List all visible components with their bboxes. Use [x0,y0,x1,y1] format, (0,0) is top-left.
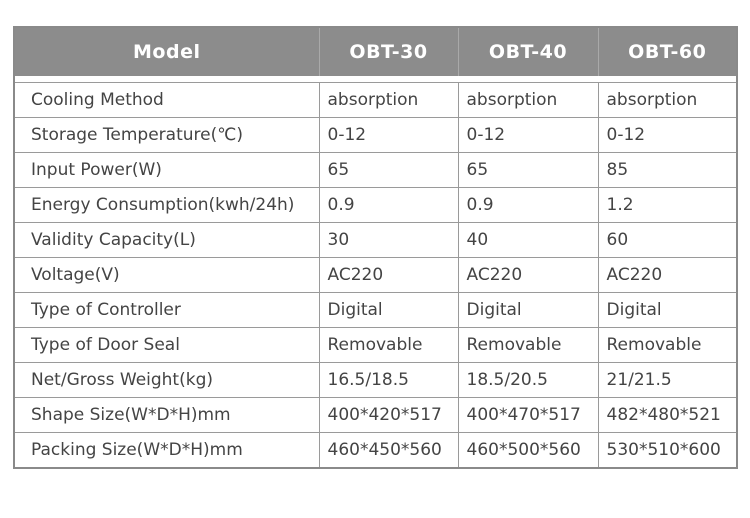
table-row: Type of Door Seal Removable Removable Remov… [13,327,738,363]
value-cell: 530*510*600 [597,432,738,469]
value-cell: AC220 [457,257,599,293]
value-cell: 60 [597,222,738,258]
header-cell-obt-40: OBT-40 [457,27,598,76]
value-cell: 482*480*521 [597,397,738,433]
spec-table: Model OBT-30 OBT-40 OBT-60 Cooling Metho… [13,26,738,469]
value-cell: AC220 [318,257,459,293]
table-row: Cooling Method absorption absorption absorp… [13,82,738,118]
row-label-cell: Voltage(V) [13,257,320,293]
value-cell: 18.5/20.5 [457,362,599,398]
value-cell: AC220 [597,257,738,293]
row-label-cell: Type of Controller [13,292,320,328]
value-cell: 0.9 [457,187,599,223]
header-spacer [14,76,737,83]
value-cell: absorption [457,82,599,118]
value-cell: 0-12 [597,117,738,153]
table-row: Type of Controller Digital Digital Digital [13,292,738,328]
value-cell: absorption [597,82,738,118]
value-cell: 65 [318,152,459,188]
value-cell: 0-12 [457,117,599,153]
value-cell: 400*470*517 [457,397,599,433]
value-cell: 16.5/18.5 [318,362,459,398]
value-cell: Digital [457,292,599,328]
table-row: Net/Gross Weight(kg) 16.5/18.5 18.5/20.5 21… [13,362,738,398]
value-cell: Digital [597,292,738,328]
table-row: Input Power(W) 65 65 85 [13,152,738,188]
row-label-cell: Shape Size(W*D*H)mm [13,397,320,433]
value-cell: 460*500*560 [457,432,599,469]
value-cell: 460*450*560 [318,432,459,469]
table-row: Energy Consumption(kwh/24h) 0.9 0.9 1.2 [13,187,738,223]
table-row: Shape Size(W*D*H)mm 400*420*517 400*470*51… [13,397,738,433]
row-label-cell: Input Power(W) [13,152,320,188]
value-cell: 0-12 [318,117,459,153]
table-row: Storage Temperature(℃) 0-12 0-12 0-12 [13,117,738,153]
row-label-cell: Net/Gross Weight(kg) [13,362,320,398]
value-cell: 0.9 [318,187,459,223]
row-label-cell: Packing Size(W*D*H)mm [13,432,320,469]
value-cell: Digital [318,292,459,328]
value-cell: 1.2 [597,187,738,223]
value-cell: 400*420*517 [318,397,459,433]
row-label-cell: Storage Temperature(℃) [13,117,320,153]
table-header-row: Model OBT-30 OBT-40 OBT-60 [14,27,737,76]
row-label-cell: Energy Consumption(kwh/24h) [13,187,320,223]
value-cell: Removable [318,327,459,363]
table-row: Voltage(V) AC220 AC220 AC220 [13,257,738,293]
value-cell: 85 [597,152,738,188]
row-label-cell: Cooling Method [13,82,320,118]
value-cell: Removable [457,327,599,363]
value-cell: 21/21.5 [597,362,738,398]
table-row: Validity Capacity(L) 30 40 60 [13,222,738,258]
header-cell-obt-30: OBT-30 [318,27,458,76]
value-cell: Removable [597,327,738,363]
value-cell: absorption [318,82,459,118]
value-cell: 40 [457,222,599,258]
value-cell: 30 [318,222,459,258]
row-label-cell: Validity Capacity(L) [13,222,320,258]
row-label-cell: Type of Door Seal [13,327,320,363]
table-row: Packing Size(W*D*H)mm 460*450*560 460*500*… [13,432,738,469]
header-cell-model: Model [14,27,319,76]
header-cell-obt-60: OBT-60 [597,27,737,76]
value-cell: 65 [457,152,599,188]
